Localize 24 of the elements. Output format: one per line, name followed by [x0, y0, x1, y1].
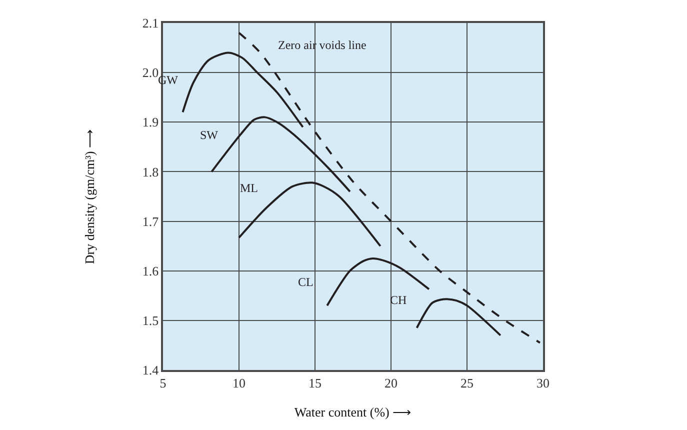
- series-label: ML: [240, 181, 258, 195]
- line-series: [182, 52, 304, 128]
- y-tick-label: 1.8: [142, 164, 159, 180]
- x-tick-label: 5: [160, 375, 166, 390]
- y-tick-label: 1.7: [142, 214, 160, 229]
- line-series: [326, 257, 430, 307]
- line-series: [238, 32, 541, 344]
- line-series: [238, 182, 382, 248]
- y-axis-title: Dry density (gm/cm³) ⟶: [82, 128, 97, 264]
- y-tick-label: 1.5: [142, 312, 159, 328]
- x-tick-label: 25: [460, 375, 474, 390]
- y-tick-label: 1.9: [142, 114, 159, 130]
- y-tick-label: 2.1: [142, 16, 159, 31]
- x-tick-label: 20: [384, 375, 398, 390]
- series-label: SW: [200, 128, 219, 142]
- y-tick-label: 1.6: [142, 263, 160, 278]
- x-tick-label: 30: [536, 375, 550, 390]
- x-tick-label: 15: [308, 375, 322, 390]
- series-label: CL: [298, 275, 314, 289]
- y-tick-label: 1.4: [142, 362, 160, 378]
- y-tick-label: 2.0: [142, 65, 159, 80]
- x-axis-title: Water content (%) ⟶: [294, 404, 412, 420]
- line-series: [416, 298, 502, 336]
- x-tick-label: 10: [232, 375, 246, 390]
